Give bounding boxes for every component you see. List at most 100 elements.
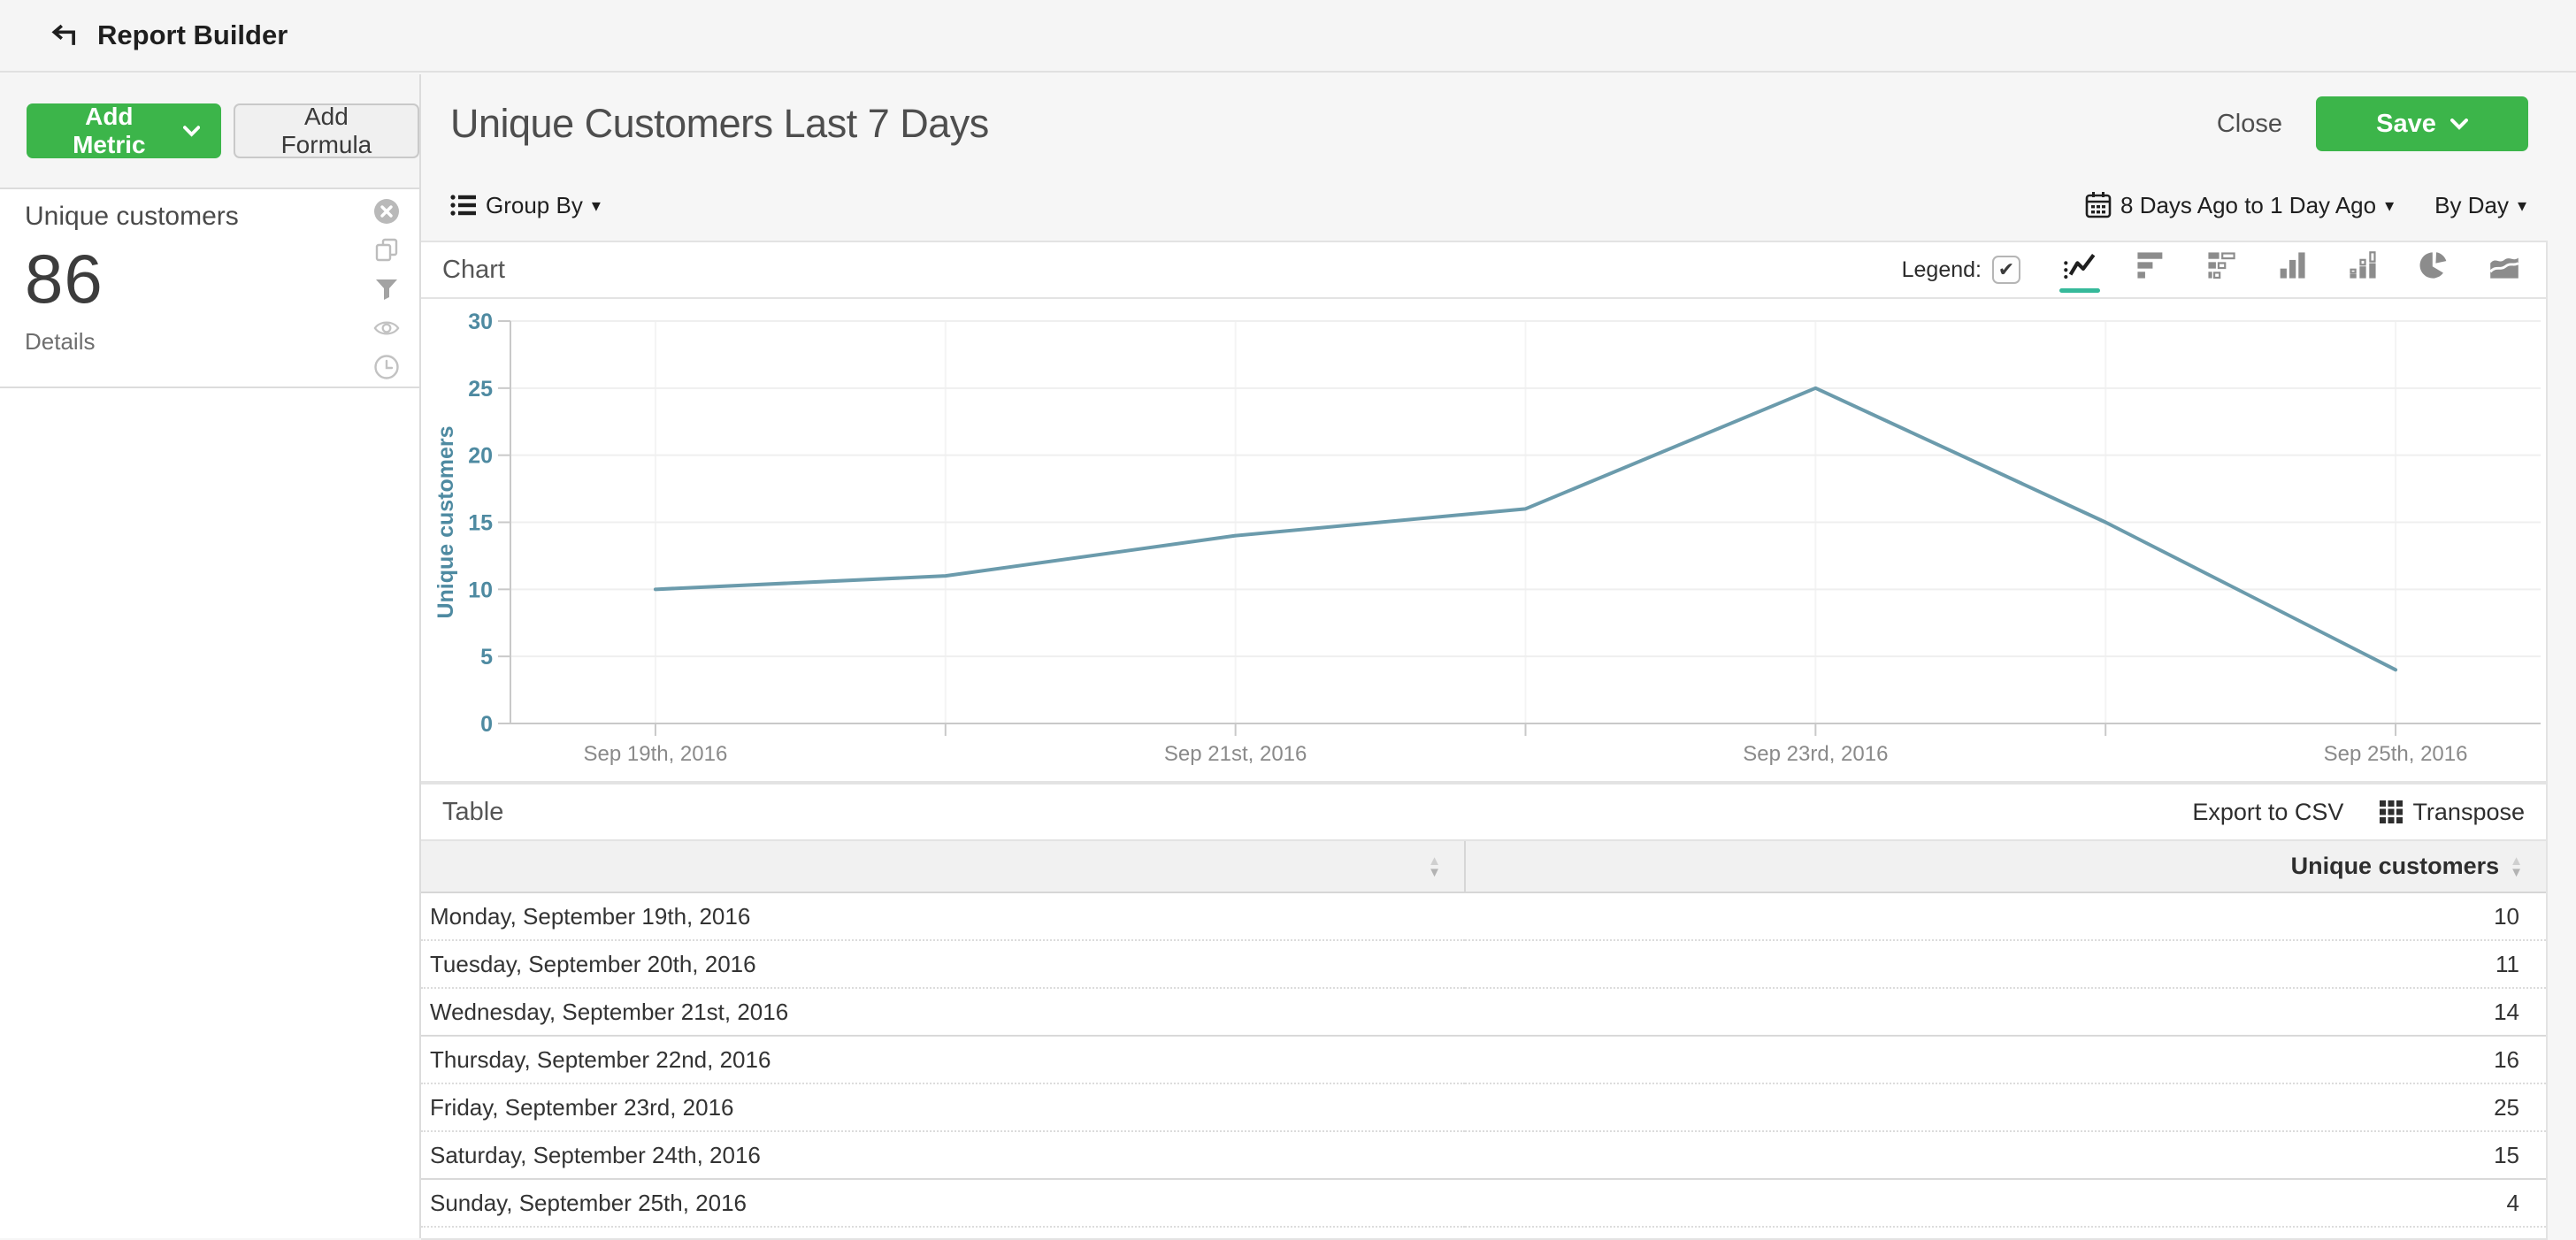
- sort-icon[interactable]: ▲▼: [2510, 855, 2523, 878]
- filter-icon[interactable]: [373, 276, 400, 302]
- remove-icon[interactable]: [373, 198, 400, 225]
- svg-text:0: 0: [480, 712, 493, 737]
- legend-label: Legend:: [1902, 257, 1982, 283]
- chart-panel-title: Chart: [442, 256, 505, 285]
- add-formula-label: Add Formula: [258, 103, 395, 159]
- controls-row: Group By ▾ 8 Days Ago to 1 Day Ago ▾ By …: [450, 184, 2526, 226]
- svg-text:Unique customers: Unique customers: [433, 425, 458, 618]
- table-panel-header: Table Export to CSV Transpose: [421, 785, 2546, 841]
- list-icon: [450, 194, 477, 217]
- sort-icon[interactable]: ▲▼: [1428, 855, 1441, 878]
- area-chart-icon[interactable]: [2484, 247, 2525, 293]
- row-value: 4: [1465, 1179, 2546, 1227]
- line-chart-svg: 0 5 10 15 20 25 30 Sep 19th, 2016 Sep 21st, 2016…: [421, 299, 2544, 781]
- save-label: Save: [2376, 110, 2436, 139]
- row-date: Sunday, September 25th, 2016: [421, 1179, 1465, 1227]
- table-panel-title: Table: [442, 798, 503, 827]
- column-header-date[interactable]: ▲▼: [421, 841, 1465, 892]
- svg-text:5: 5: [480, 645, 493, 670]
- interval-dropdown[interactable]: By Day ▾: [2434, 192, 2526, 219]
- dropdown-caret-icon: ▾: [2518, 195, 2526, 217]
- line-chart: 0 5 10 15 20 25 30 Sep 19th, 2016 Sep 21st, 2016…: [421, 299, 2544, 781]
- grid-icon: [2379, 800, 2404, 824]
- row-value: 14: [1465, 988, 2546, 1036]
- row-date: Wednesday, September 21st, 2016: [421, 988, 1465, 1036]
- date-range-label: 8 Days Ago to 1 Day Ago: [2120, 192, 2376, 219]
- svg-text:30: 30: [468, 310, 493, 334]
- interval-label: By Day: [2434, 192, 2509, 219]
- transpose-label: Transpose: [2412, 799, 2525, 826]
- chart-panel-header: Chart Legend: ✔: [421, 242, 2546, 299]
- group-by-label: Group By: [486, 192, 583, 219]
- chart-panel: Chart Legend: ✔: [421, 241, 2548, 783]
- metric-card[interactable]: Unique customers 86 Details: [0, 188, 419, 388]
- calendar-icon: [2085, 192, 2112, 218]
- stacked-vertical-bar-icon[interactable]: [2342, 247, 2383, 293]
- page-title: Unique Customers Last 7 Days: [450, 101, 989, 147]
- back-arrow-icon[interactable]: [48, 16, 87, 55]
- metric-title: Unique customers: [25, 202, 419, 232]
- svg-text:Sep 21st, 2016: Sep 21st, 2016: [1164, 742, 1307, 766]
- svg-text:Sep 25th, 2016: Sep 25th, 2016: [2324, 742, 2468, 766]
- row-value: 11: [1465, 940, 2546, 988]
- legend-checkbox[interactable]: ✔: [1992, 256, 2020, 284]
- svg-text:25: 25: [468, 377, 493, 402]
- title-row: Unique Customers Last 7 Days Close Save: [450, 96, 2528, 152]
- chevron-down-icon: [183, 126, 200, 137]
- horizontal-bar-icon[interactable]: [2130, 247, 2171, 293]
- column-header-unique-customers-label: Unique customers: [2291, 853, 2500, 880]
- visibility-icon[interactable]: [373, 315, 400, 341]
- chevron-down-icon: [2450, 119, 2468, 130]
- svg-text:Sep 19th, 2016: Sep 19th, 2016: [584, 742, 728, 766]
- date-range-dropdown[interactable]: 8 Days Ago to 1 Day Ago ▾: [2085, 192, 2394, 219]
- row-date: Saturday, September 24th, 2016: [421, 1131, 1465, 1179]
- row-date: Monday, September 19th, 2016: [421, 892, 1465, 940]
- svg-text:Sep 23rd, 2016: Sep 23rd, 2016: [1743, 742, 1888, 766]
- pie-chart-icon[interactable]: [2413, 247, 2454, 293]
- metric-details-link[interactable]: Details: [25, 328, 419, 356]
- sidebar: Add Metric Add Formula Unique customers …: [0, 74, 421, 1238]
- svg-text:20: 20: [468, 444, 493, 469]
- data-table: ▲▼ Unique customers ▲▼ Monday, September…: [421, 841, 2546, 1228]
- dropdown-caret-icon: ▾: [2385, 195, 2394, 217]
- row-date: Thursday, September 22nd, 2016: [421, 1036, 1465, 1083]
- dropdown-caret-icon: ▾: [592, 195, 601, 217]
- row-value: 10: [1465, 892, 2546, 940]
- history-icon[interactable]: [373, 354, 400, 380]
- main-area: Unique Customers Last 7 Days Close Save …: [421, 74, 2576, 1238]
- close-button[interactable]: Close: [2217, 110, 2282, 139]
- svg-text:10: 10: [468, 578, 493, 602]
- table-panel: Table Export to CSV Transpose ▲▼: [421, 783, 2548, 1240]
- duplicate-icon[interactable]: [373, 237, 400, 264]
- group-by-dropdown[interactable]: Group By ▾: [450, 192, 601, 219]
- export-csv-button[interactable]: Export to CSV: [2192, 799, 2343, 826]
- vertical-bar-icon[interactable]: [2272, 247, 2312, 293]
- row-value: 15: [1465, 1131, 2546, 1179]
- sidebar-actions: Add Metric Add Formula: [0, 74, 419, 188]
- add-metric-button[interactable]: Add Metric: [27, 103, 221, 158]
- metric-card-actions: [373, 198, 400, 380]
- add-metric-label: Add Metric: [48, 103, 171, 159]
- row-date: Tuesday, September 20th, 2016: [421, 940, 1465, 988]
- column-header-unique-customers[interactable]: Unique customers ▲▼: [1465, 841, 2546, 892]
- app-title: Report Builder: [97, 19, 288, 51]
- add-formula-button[interactable]: Add Formula: [234, 103, 419, 158]
- metric-value: 86: [25, 239, 419, 319]
- row-date: Friday, September 23rd, 2016: [421, 1083, 1465, 1131]
- save-button[interactable]: Save: [2316, 96, 2528, 151]
- row-value: 16: [1465, 1036, 2546, 1083]
- svg-text:15: 15: [468, 511, 493, 536]
- line-chart-icon[interactable]: [2059, 247, 2100, 293]
- row-value: 25: [1465, 1083, 2546, 1131]
- top-bar: Report Builder: [0, 0, 2576, 73]
- transpose-button[interactable]: Transpose: [2379, 799, 2525, 826]
- stacked-horizontal-bar-icon[interactable]: [2201, 247, 2242, 293]
